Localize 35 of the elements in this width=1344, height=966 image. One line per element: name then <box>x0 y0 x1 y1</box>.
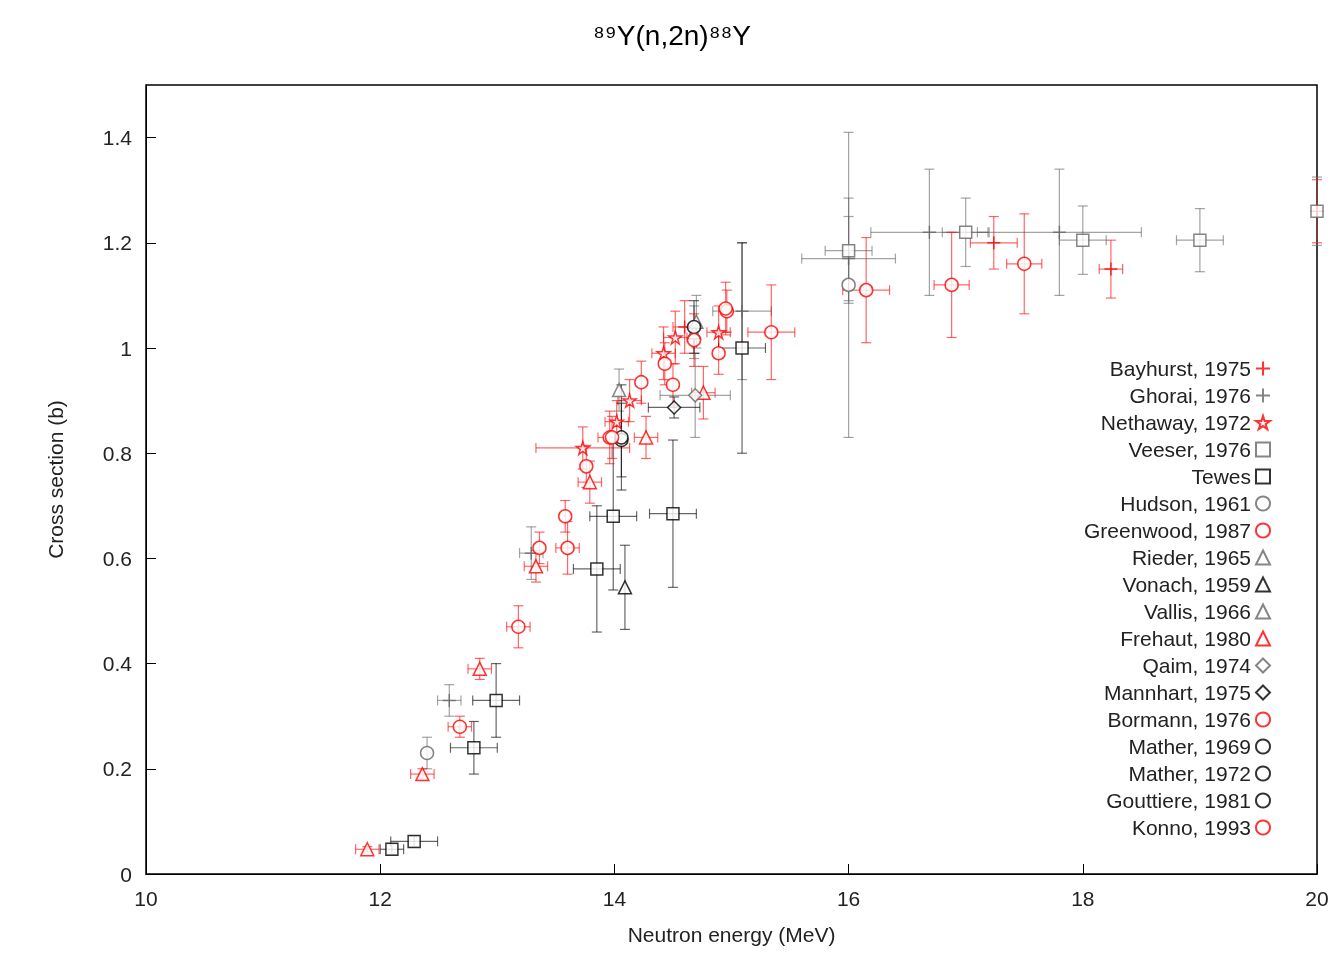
x-axis-title: Neutron energy (MeV) <box>627 923 836 946</box>
legend-label: Rieder, 1965 <box>1131 546 1251 569</box>
x-tick-label: 18 <box>1071 887 1095 910</box>
y-axis-title: Cross section (b) <box>44 400 67 559</box>
legend-label: Ghorai, 1976 <box>1129 384 1251 407</box>
legend-label: Qaim, 1974 <box>1142 654 1252 677</box>
legend-label: Gouttiere, 1981 <box>1106 789 1251 812</box>
x-tick-label: 16 <box>836 887 861 910</box>
chart-title: ⁸⁹Y(n,2n)⁸⁸Y <box>593 19 752 51</box>
legend-label: Frehaut, 1980 <box>1120 627 1251 650</box>
y-tick-label: 0.4 <box>102 652 133 676</box>
legend-label: Bormann, 1976 <box>1107 708 1251 731</box>
legend-label: Konno, 1993 <box>1131 816 1251 839</box>
y-tick-label: 0.6 <box>102 546 132 570</box>
legend-label: Tewes <box>1191 465 1251 488</box>
legend-label: Hudson, 1961 <box>1120 492 1251 515</box>
y-tick-label: 0 <box>120 862 132 886</box>
y-tick-label: 0.8 <box>102 441 132 465</box>
legend-label: Veeser, 1976 <box>1128 438 1251 461</box>
legend-label: Bayhurst, 1975 <box>1109 357 1251 380</box>
legend-label: Mather, 1972 <box>1128 762 1251 785</box>
legend-label: Greenwood, 1987 <box>1084 519 1251 542</box>
y-tick-label: 1.2 <box>102 231 132 255</box>
legend-label: Mather, 1969 <box>1128 735 1251 758</box>
x-tick-label: 20 <box>1305 887 1329 910</box>
x-tick-label: 14 <box>602 887 627 910</box>
y-tick-label: 0.2 <box>102 757 132 781</box>
y-tick-label: 1.4 <box>102 126 133 150</box>
legend-label: Vallis, 1966 <box>1143 600 1251 623</box>
legend-label: Nethaway, 1972 <box>1100 411 1251 434</box>
legend-label: Vonach, 1959 <box>1122 573 1251 596</box>
x-tick-label: 10 <box>134 887 158 910</box>
x-tick-label: 12 <box>368 887 392 910</box>
y-tick-label: 1 <box>120 336 132 360</box>
legend-label: Mannhart, 1975 <box>1103 681 1251 704</box>
